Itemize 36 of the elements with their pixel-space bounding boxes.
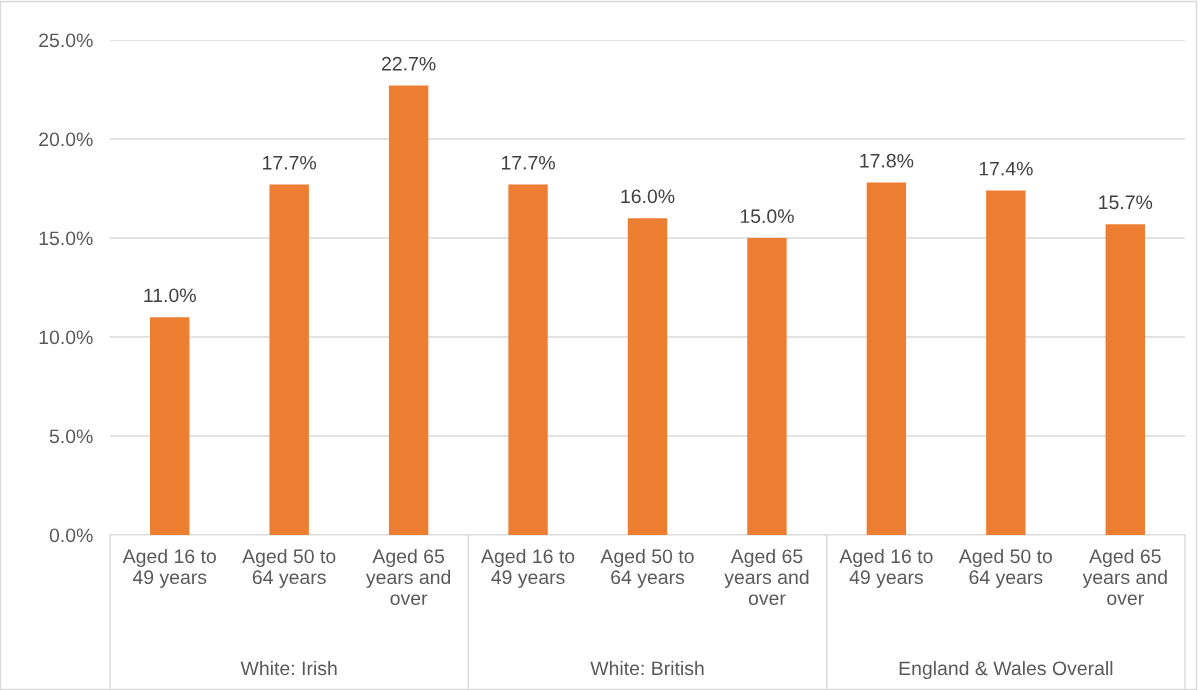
data-label: 17.7% [501,155,555,170]
text: White: British [590,660,704,676]
data-label: 22.7% [382,56,436,71]
y-tick-label: 15.0% [39,231,93,246]
bar [269,184,309,535]
bar [388,85,429,535]
data-label: 15.7% [1099,195,1153,210]
bar [866,182,907,535]
x-tick-label: Aged 16 to 49 years [481,548,575,588]
text: White: Irish [240,660,337,676]
y-tick-label: 0.0% [49,528,93,543]
x-tick-label: Aged 16 to 49 years [122,548,216,588]
data-label: 17.4% [979,161,1033,176]
x-tick-label: Aged 50 to 64 years [600,548,694,588]
y-tick-label: 20.0% [39,132,93,147]
x-tick-label: Aged 65 years and over [724,548,809,606]
y-tick-label: 5.0% [49,429,93,444]
x-tick-label: Aged 65 years and over [1082,548,1167,606]
x-tick-label: Aged 50 to 64 years [958,548,1053,588]
bar [627,218,668,535]
bar [508,184,548,535]
x-tick-label: Aged 16 to 49 years [839,548,933,588]
data-label: 17.7% [263,155,317,170]
x-tick-label: Aged 50 to 64 years [242,548,336,588]
x-tick-label: Aged 65 years and over [365,548,451,606]
bar [1105,224,1145,535]
data-label: 16.0% [621,189,675,204]
bar [986,190,1026,535]
bar [747,238,787,535]
data-label: 15.0% [740,209,794,224]
y-tick-label: 25.0% [39,33,93,48]
y-tick-label: 10.0% [39,330,93,345]
data-label: 11.0% [144,288,196,303]
bar [150,317,190,535]
text: England & Wales Overall [899,660,1113,680]
data-label: 17.8% [860,153,914,168]
